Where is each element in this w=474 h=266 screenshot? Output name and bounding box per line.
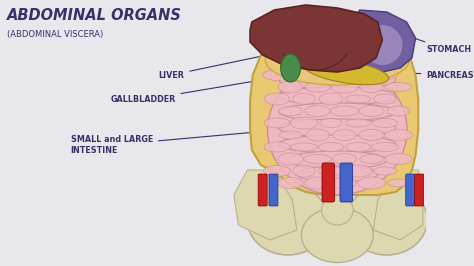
Polygon shape [346, 10, 416, 72]
Ellipse shape [372, 143, 399, 152]
Ellipse shape [288, 151, 387, 169]
Ellipse shape [333, 130, 356, 140]
Text: PANCREAS: PANCREAS [390, 70, 474, 80]
Ellipse shape [318, 167, 344, 176]
Ellipse shape [279, 135, 396, 153]
Ellipse shape [301, 207, 374, 263]
Ellipse shape [305, 82, 330, 92]
Ellipse shape [290, 117, 318, 129]
Ellipse shape [304, 59, 389, 85]
Ellipse shape [318, 69, 344, 81]
Ellipse shape [359, 130, 384, 140]
Polygon shape [250, 43, 418, 195]
Ellipse shape [346, 95, 371, 103]
Ellipse shape [263, 69, 291, 81]
Ellipse shape [373, 118, 398, 127]
Ellipse shape [374, 94, 396, 104]
Ellipse shape [360, 81, 383, 93]
Ellipse shape [333, 153, 356, 164]
Ellipse shape [319, 143, 344, 152]
Ellipse shape [291, 143, 318, 151]
FancyBboxPatch shape [415, 174, 424, 206]
Ellipse shape [333, 177, 356, 189]
Ellipse shape [385, 153, 412, 164]
Ellipse shape [278, 177, 303, 189]
Ellipse shape [281, 54, 301, 82]
Ellipse shape [279, 103, 396, 121]
FancyBboxPatch shape [258, 174, 267, 206]
Ellipse shape [265, 35, 409, 85]
Text: GALLBLADDER: GALLBLADDER [110, 76, 288, 105]
Ellipse shape [344, 70, 372, 80]
Text: (ABDOMINAL VISCERA): (ABDOMINAL VISCERA) [7, 30, 103, 39]
Text: LIVER: LIVER [158, 45, 312, 80]
Ellipse shape [360, 155, 383, 164]
Ellipse shape [346, 119, 371, 127]
Ellipse shape [346, 143, 371, 152]
Ellipse shape [344, 165, 372, 177]
Ellipse shape [279, 131, 302, 139]
Ellipse shape [384, 130, 412, 140]
Ellipse shape [268, 65, 407, 195]
Ellipse shape [362, 25, 402, 65]
Text: SMALL and LARGE
INTESTINE: SMALL and LARGE INTESTINE [71, 130, 276, 155]
Text: STOMACH: STOMACH [408, 36, 472, 55]
Ellipse shape [278, 106, 303, 115]
Ellipse shape [279, 87, 396, 105]
Ellipse shape [279, 71, 396, 89]
Ellipse shape [359, 106, 384, 117]
Ellipse shape [264, 93, 290, 105]
Ellipse shape [330, 106, 358, 116]
Ellipse shape [320, 118, 342, 127]
FancyBboxPatch shape [269, 174, 278, 206]
Ellipse shape [247, 185, 328, 255]
Ellipse shape [306, 129, 329, 141]
Polygon shape [374, 170, 423, 240]
Ellipse shape [357, 177, 385, 189]
Ellipse shape [321, 195, 353, 225]
Ellipse shape [278, 81, 303, 93]
Ellipse shape [373, 70, 397, 80]
Ellipse shape [374, 167, 397, 175]
Ellipse shape [305, 106, 330, 117]
Ellipse shape [264, 165, 291, 177]
Text: ABDOMINAL ORGANS: ABDOMINAL ORGANS [7, 8, 182, 23]
Ellipse shape [303, 155, 331, 164]
Ellipse shape [297, 166, 378, 182]
Ellipse shape [387, 179, 410, 187]
Ellipse shape [264, 142, 290, 152]
Ellipse shape [305, 177, 330, 189]
Ellipse shape [264, 118, 290, 128]
Ellipse shape [385, 82, 412, 92]
Ellipse shape [387, 106, 410, 116]
FancyBboxPatch shape [406, 174, 415, 206]
FancyBboxPatch shape [340, 163, 353, 202]
Ellipse shape [291, 70, 317, 80]
Ellipse shape [319, 93, 343, 105]
Ellipse shape [278, 153, 303, 165]
Ellipse shape [293, 165, 315, 177]
Ellipse shape [331, 81, 358, 93]
Polygon shape [234, 170, 297, 240]
Ellipse shape [293, 94, 315, 105]
Ellipse shape [279, 119, 396, 137]
FancyBboxPatch shape [322, 163, 335, 202]
Polygon shape [250, 5, 383, 72]
Ellipse shape [346, 185, 427, 255]
